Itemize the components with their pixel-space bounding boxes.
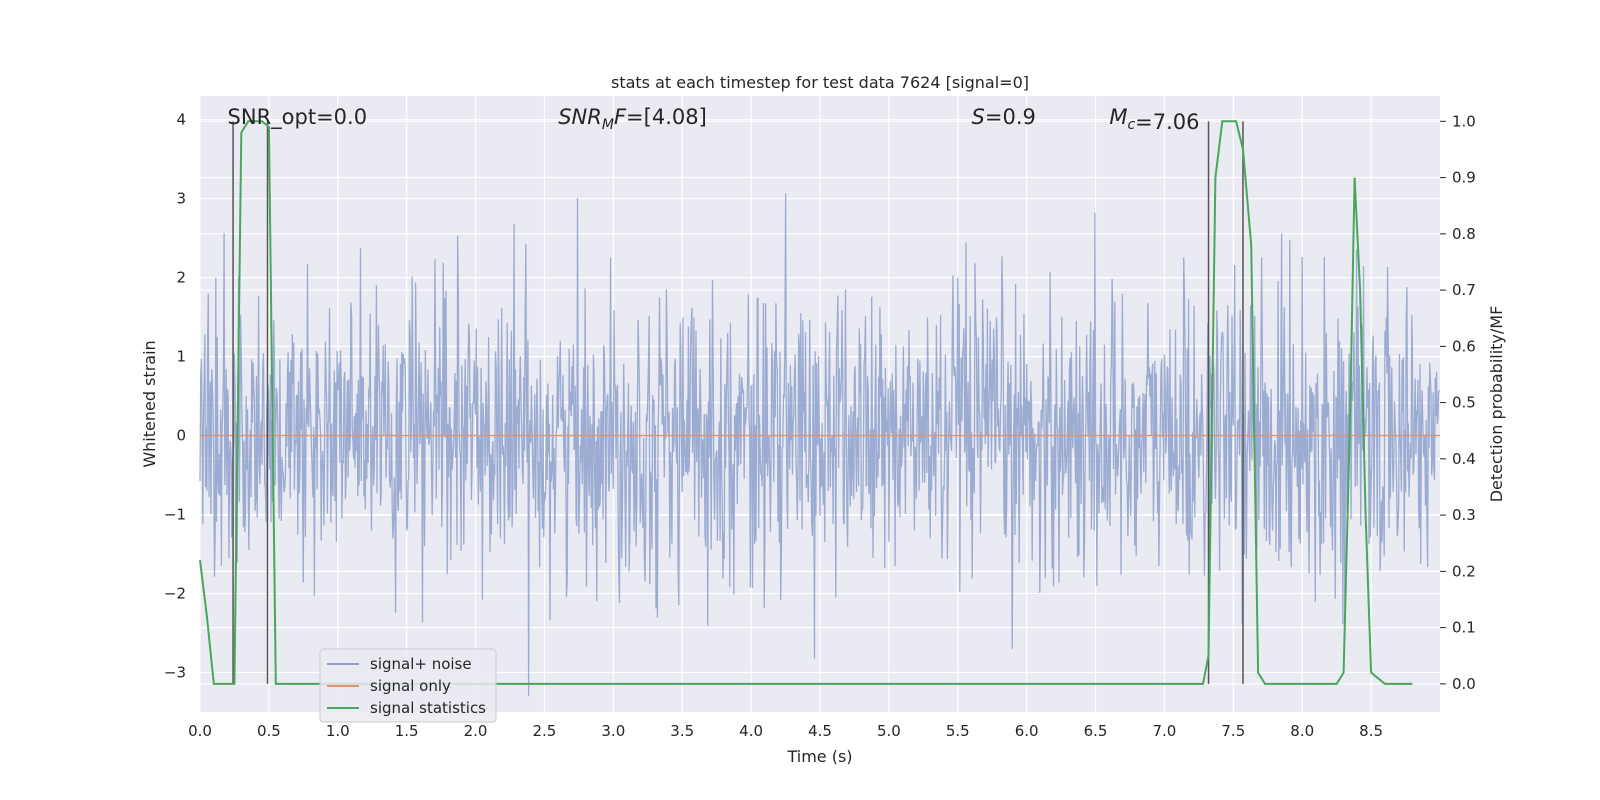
annotation: Mc=7.06 <box>1109 105 1199 134</box>
legend-label-signal-only: signal only <box>370 677 451 695</box>
chart-title: stats at each timestep for test data 762… <box>611 73 1029 92</box>
x-tick-label: 8.5 <box>1359 722 1383 740</box>
signal-statistics-line <box>199 120 1413 685</box>
annotation: SNRMF=[4.08] <box>558 105 707 133</box>
x-tick-label: 0.5 <box>257 722 281 740</box>
x-tick-label: 2.0 <box>464 722 488 740</box>
y-tick-label: 4 <box>176 111 186 129</box>
x-tick-label: 6.0 <box>1015 722 1039 740</box>
x-tick-label: 3.0 <box>601 722 625 740</box>
x-tick-label: 0.0 <box>188 722 212 740</box>
x-tick-label: 1.0 <box>326 722 350 740</box>
x-tick-label: 3.5 <box>670 722 694 740</box>
annotation: SNR_opt=0.0 <box>228 105 368 130</box>
x-tick-label: 7.0 <box>1153 722 1177 740</box>
x-tick-label: 2.5 <box>533 722 557 740</box>
legend-label-signal-noise: signal+ noise <box>370 655 472 673</box>
x-axis-label: Time (s) <box>786 747 852 766</box>
y-tick-label: −3 <box>164 664 186 682</box>
y2-tick-label: 0.0 <box>1452 675 1476 693</box>
y-tick-label: 2 <box>176 269 186 287</box>
y-tick-label: 3 <box>176 190 186 208</box>
series-signal-statistics <box>199 120 1413 685</box>
y2-tick-label: 0.2 <box>1452 562 1476 580</box>
y-tick-label: 1 <box>176 348 186 366</box>
x-tick-label: 5.5 <box>946 722 970 740</box>
signal-noise-line <box>199 193 1440 697</box>
legend-box <box>319 648 497 723</box>
x-tick-label: 7.5 <box>1221 722 1245 740</box>
y-axis-label: Whitened strain <box>140 340 159 467</box>
x-tick-label: 6.5 <box>1084 722 1108 740</box>
x-tick-label: 5.0 <box>877 722 901 740</box>
x-tick-label: 8.0 <box>1290 722 1314 740</box>
y-tick-label: −1 <box>164 506 186 524</box>
y2-tick-label: 0.6 <box>1452 337 1476 355</box>
tick-labels: 0.0 0.5 1.0 1.5 2.0 2.5 3.0 3.5 4.0 4.5 5.0 5.5 6.0 6… <box>164 111 1476 740</box>
y2-axis-label: Detection probability/MF <box>1487 306 1506 503</box>
series-signal-noise <box>199 193 1440 697</box>
legend-label-signal-statistics: signal statistics <box>370 699 486 717</box>
legend: signal+ noise signal only signal statist… <box>319 648 497 723</box>
y2-tick-label: 0.1 <box>1452 619 1476 637</box>
y2-tick-label: 0.3 <box>1452 506 1476 524</box>
annotation: S=0.9 <box>972 105 1036 129</box>
y2-tick-label: 1.0 <box>1452 112 1476 130</box>
y2-tick-label: 0.4 <box>1452 450 1476 468</box>
x-tick-label: 4.0 <box>739 722 763 740</box>
x-tick-label: 1.5 <box>395 722 419 740</box>
y2-tick-label: 0.5 <box>1452 394 1476 412</box>
y2-tick-label: 0.7 <box>1452 281 1476 299</box>
y2-tick-label: 0.8 <box>1452 225 1476 243</box>
y-tick-label: 0 <box>176 427 186 445</box>
y-tick-label: −2 <box>164 585 186 603</box>
annotations: SNR_opt=0.0 SNRMF=[4.08] S=0.9 Mc=7.06 <box>228 105 1200 134</box>
grid <box>199 96 1440 712</box>
x-tick-label: 4.5 <box>808 722 832 740</box>
y2-tick-label: 0.9 <box>1452 169 1476 187</box>
